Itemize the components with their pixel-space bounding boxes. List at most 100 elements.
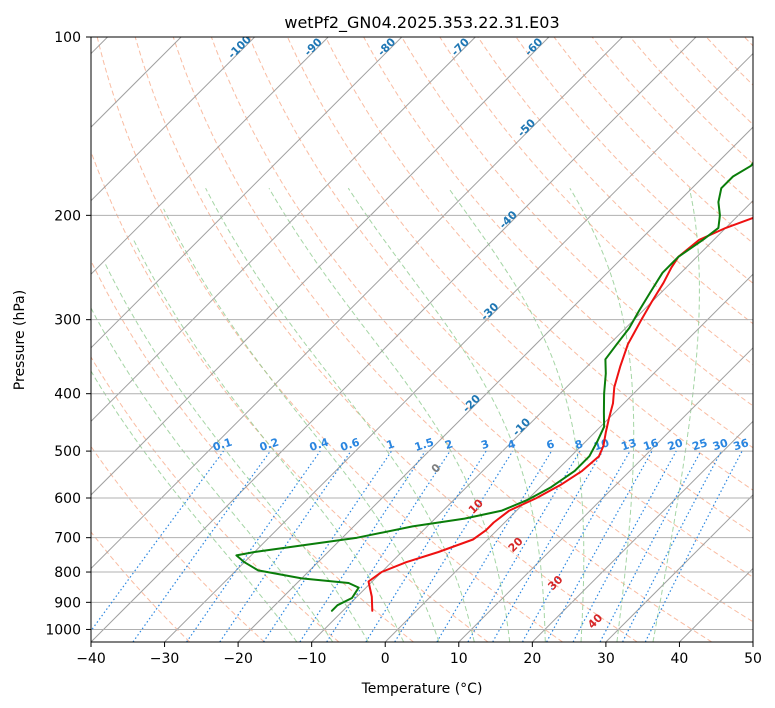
mixing-ratio-line (436, 450, 553, 642)
chart-title: wetPf2_GN04.2025.353.22.31.E03 (284, 13, 559, 33)
mixing-ratio-label: 4 (506, 437, 518, 452)
isotherm-line (164, 52, 753, 642)
x-axis: −40 −30 −20 −10 0 10 20 30 40 50 (76, 642, 762, 667)
y-axis-label: Pressure (hPa) (12, 290, 28, 390)
mixing-ratio-label: 6 (545, 437, 557, 452)
mixing-ratio-line (186, 450, 321, 642)
x-tick-label: −10 (297, 651, 327, 667)
mixing-ratio-line (394, 450, 514, 642)
x-tick-label: −40 (76, 651, 106, 667)
moist-adiabat-line (133, 239, 405, 642)
mixing-ratio-label: 0.1 (211, 436, 234, 454)
mixing-ratio-line (521, 450, 631, 642)
moist-adiabat-line (91, 307, 334, 642)
dry-adiabat-line (401, 37, 753, 407)
mixing-ratio-label: 1.5 (413, 436, 436, 454)
mixing-ratio-line (132, 450, 271, 642)
mixing-ratio-label: 0.4 (308, 435, 331, 453)
isotherm-line (311, 199, 753, 642)
moist-adiabat-line (347, 187, 546, 642)
mixing-ratio-label: 8 (573, 437, 584, 452)
isotherm-line (91, 37, 550, 496)
moist-adiabat-line (569, 187, 635, 642)
mixing-ratio-label: 2 (443, 437, 454, 452)
dewpoint-profile (235, 161, 753, 612)
mixing-ratio-label: 25 (691, 436, 710, 453)
mixing-ratio-label: 1 (385, 437, 396, 452)
isotherm-line (91, 37, 697, 642)
dry-adiabat-line (210, 37, 753, 623)
mixing-ratio-line (467, 450, 581, 642)
mixing-ratio-label: 30 (711, 436, 730, 453)
x-tick-label: −20 (223, 651, 253, 667)
x-tick-label: 40 (671, 651, 689, 667)
temperature-profile (367, 216, 753, 612)
moist-adiabat-line (652, 188, 700, 642)
mixing-ratio-label: 20 (666, 436, 685, 453)
x-tick-label: 50 (744, 651, 762, 667)
isotherm-line (91, 37, 623, 570)
isotherm-line (531, 420, 753, 642)
x-tick-label: 0 (381, 651, 390, 667)
x-tick-label: 10 (450, 651, 468, 667)
y-tick-label: 500 (54, 444, 81, 460)
isotherm-line (91, 37, 329, 275)
dry-adiabat-line (477, 37, 753, 325)
mixing-ratio-lines (91, 450, 743, 642)
mixing-ratio-label: 13 (620, 436, 639, 453)
y-tick-label: 700 (54, 531, 81, 547)
isotherm-line (384, 273, 753, 642)
isotherm-line (605, 494, 753, 642)
profile-lines (235, 161, 753, 612)
x-tick-label: 30 (597, 651, 615, 667)
y-tick-label: 600 (54, 491, 81, 507)
mixing-ratio-line (326, 450, 451, 642)
background-lines (91, 37, 753, 642)
y-tick-label: 1000 (45, 622, 81, 638)
x-tick-label: 20 (523, 651, 541, 667)
mixing-ratio-line (365, 450, 487, 642)
dry-adiabat-line (248, 37, 753, 578)
isotherm-line (91, 37, 256, 202)
y-tick-label: 400 (54, 387, 81, 403)
y-axis: 100 200 300 400 500 600 700 800 900 1000 (45, 30, 91, 638)
y-tick-label: 200 (54, 208, 81, 224)
mixing-ratio-line (492, 450, 604, 642)
mixing-ratio-label: 3 (479, 437, 490, 452)
pressure-gridlines (91, 37, 753, 630)
moist-adiabat-line (205, 187, 475, 642)
y-tick-label: 900 (54, 595, 81, 611)
mixing-ratio-label: 0.6 (339, 435, 362, 453)
dry-adiabat-line (91, 150, 489, 642)
dry-adiabat-line (96, 37, 563, 642)
dry-adiabat-line (91, 356, 340, 642)
dry-adiabat-line (91, 259, 414, 642)
moist-adiabat-line (448, 187, 585, 642)
plot-frame (90, 36, 754, 643)
dry-adiabat-line (172, 37, 713, 642)
dry-adiabats (91, 37, 753, 642)
isotherm-line (91, 37, 403, 349)
isotherm-line (91, 37, 476, 423)
y-tick-label: 100 (54, 30, 81, 46)
dry-adiabat-line (591, 37, 753, 205)
mixing-ratio-line (546, 450, 653, 642)
x-tick-label: −30 (150, 651, 180, 667)
y-tick-label: 300 (54, 313, 81, 329)
x-axis-label: Temperature (°C) (361, 681, 483, 697)
mixing-ratio-label: 36 (732, 436, 751, 453)
mixing-ratio-label: 0.2 (258, 436, 281, 454)
y-tick-label: 800 (54, 565, 81, 581)
dry-adiabat-line (134, 37, 638, 642)
mixing-ratio-line (91, 450, 224, 632)
moist-adiabat-line (163, 208, 440, 642)
mixing-ratio-line (572, 450, 677, 642)
dry-adiabat-line (325, 37, 753, 491)
mixing-ratio-label: 16 (642, 436, 661, 453)
moist-adiabat-line (268, 187, 511, 642)
dry-adiabat-line (515, 37, 753, 284)
isotherm-line (458, 347, 753, 642)
mixing-ratio-line (219, 450, 352, 642)
